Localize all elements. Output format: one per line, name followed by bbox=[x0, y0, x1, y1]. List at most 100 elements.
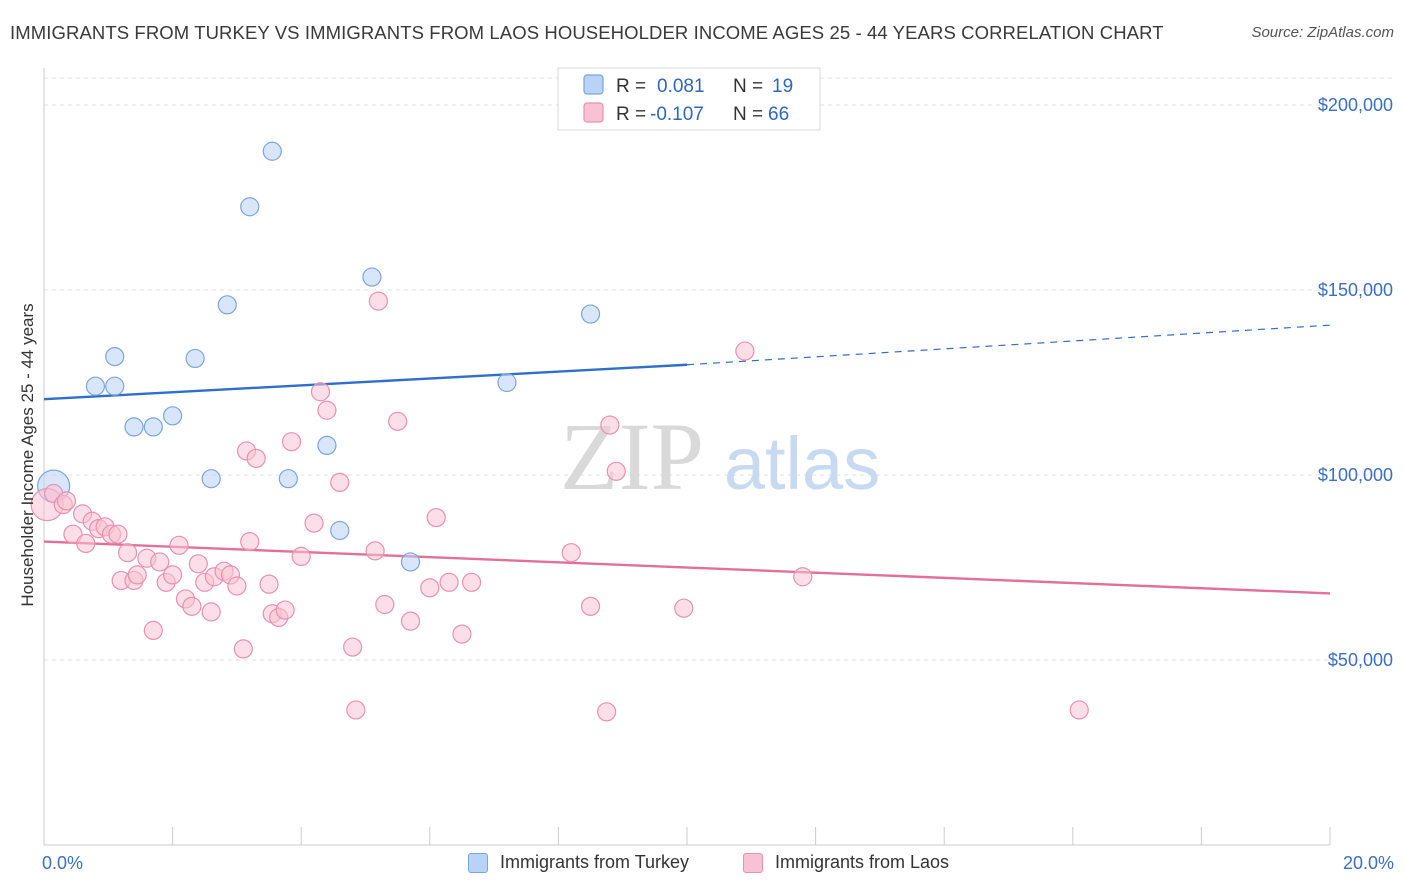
data-point-laos bbox=[452, 624, 472, 644]
legend-n-value-laos: 66 bbox=[768, 104, 789, 125]
data-point-laos bbox=[169, 535, 189, 555]
data-point-turkey bbox=[240, 197, 260, 217]
watermark: ZIP atlas bbox=[560, 403, 880, 510]
data-point-laos bbox=[365, 541, 385, 561]
data-point-laos bbox=[343, 637, 363, 657]
data-point-turkey bbox=[124, 417, 144, 437]
data-point-laos bbox=[606, 461, 626, 481]
data-point-laos bbox=[188, 554, 208, 574]
data-point-turkey bbox=[400, 552, 421, 572]
data-point-turkey bbox=[163, 406, 183, 426]
legend-item-turkey: Immigrants from Turkey bbox=[468, 852, 689, 873]
legend-swatch-laos bbox=[583, 102, 604, 123]
data-point-laos bbox=[388, 411, 408, 431]
legend-swatch-laos-bottom bbox=[743, 852, 763, 873]
data-point-laos bbox=[400, 611, 421, 631]
data-point-laos bbox=[317, 400, 337, 420]
data-point-laos bbox=[63, 524, 83, 544]
data-point-laos bbox=[240, 531, 260, 552]
y-tick-label: $200,000 bbox=[1318, 95, 1393, 115]
data-point-laos bbox=[246, 448, 266, 468]
data-point-turkey bbox=[317, 435, 337, 455]
data-point-laos bbox=[281, 432, 302, 452]
legend-r-value-laos: -0.107 bbox=[650, 104, 704, 125]
data-point-laos bbox=[375, 594, 395, 615]
legend-item-laos: Immigrants from Laos bbox=[743, 852, 949, 873]
data-point-turkey bbox=[105, 376, 125, 396]
grid-lines bbox=[44, 77, 1395, 661]
legend-label-laos: Immigrants from Laos bbox=[775, 852, 950, 872]
data-point-laos bbox=[56, 491, 77, 511]
data-point-turkey bbox=[185, 348, 205, 369]
legend-label-turkey: Immigrants from Turkey bbox=[500, 852, 690, 872]
data-point-laos bbox=[600, 415, 620, 435]
watermark-atlas: atlas bbox=[724, 422, 880, 505]
data-point-laos bbox=[368, 291, 388, 311]
data-point-laos bbox=[426, 507, 446, 528]
trend-line-laos bbox=[43, 540, 1331, 595]
data-point-turkey bbox=[497, 372, 517, 393]
data-point-laos bbox=[439, 572, 459, 592]
data-point-laos bbox=[127, 565, 147, 585]
data-point-turkey bbox=[217, 295, 237, 315]
data-point-laos bbox=[561, 543, 581, 563]
data-point-laos bbox=[674, 598, 694, 618]
legend-r-value-turkey: 0.081 bbox=[657, 76, 705, 97]
data-point-laos bbox=[76, 533, 96, 554]
data-point-laos bbox=[461, 572, 482, 592]
legend-n-label-turkey: N = bbox=[733, 76, 763, 97]
data-point-turkey bbox=[201, 469, 221, 489]
data-point-laos bbox=[182, 596, 202, 616]
data-point-turkey bbox=[362, 267, 382, 287]
y-axis-label: Householder Income Ages 25 - 44 years bbox=[18, 303, 37, 606]
legend-r-label-turkey: R = bbox=[616, 76, 646, 97]
source-credit: Source: ZipAtlas.com bbox=[1251, 24, 1394, 41]
data-point-laos bbox=[597, 702, 617, 722]
data-point-laos bbox=[346, 700, 366, 720]
data-point-laos bbox=[1069, 700, 1089, 720]
trend-lines bbox=[43, 324, 1331, 595]
data-point-laos bbox=[150, 552, 170, 572]
legend-n-value-turkey: 19 bbox=[772, 76, 793, 97]
data-point-laos bbox=[143, 620, 163, 641]
data-point-turkey bbox=[580, 304, 601, 324]
trend-line-turkey bbox=[43, 363, 688, 401]
legend-swatch-turkey bbox=[583, 74, 604, 95]
legend-n-label-laos: N = bbox=[733, 104, 763, 125]
data-point-laos bbox=[304, 513, 324, 533]
y-tick-label: $50,000 bbox=[1328, 650, 1393, 670]
data-points bbox=[30, 141, 1089, 722]
data-point-turkey bbox=[330, 520, 350, 541]
series-legend: Immigrants from Turkey Immigrants from L… bbox=[0, 852, 1406, 878]
y-tick-label: $150,000 bbox=[1318, 280, 1393, 300]
data-point-turkey bbox=[85, 376, 106, 396]
data-point-laos bbox=[227, 576, 247, 596]
data-point-laos bbox=[291, 546, 311, 567]
legend-swatch-turkey-bottom bbox=[468, 852, 488, 873]
correlation-legend: R = 0.081 N = 19 R = -0.107 N = 66 bbox=[557, 67, 821, 131]
watermark-zip: ZIP bbox=[560, 403, 704, 510]
legend-r-label-laos: R = bbox=[616, 104, 646, 125]
x-tick-label-end: 20.0% bbox=[1343, 853, 1394, 873]
data-point-turkey bbox=[278, 469, 298, 489]
data-point-laos bbox=[233, 639, 253, 659]
data-point-turkey bbox=[105, 347, 125, 367]
data-point-laos bbox=[580, 596, 601, 616]
data-point-laos bbox=[108, 524, 128, 544]
data-point-laos bbox=[275, 600, 295, 620]
trend-line-extension-turkey bbox=[686, 324, 1331, 366]
chart-title: IMMIGRANTS FROM TURKEY VS IMMIGRANTS FRO… bbox=[10, 22, 1164, 43]
axes: $50,000 $100,000 $150,000 $200,000 0.0% 20.0% bbox=[42, 68, 1394, 873]
data-point-laos bbox=[117, 543, 138, 563]
x-tick-label-start: 0.0% bbox=[42, 853, 83, 873]
data-point-laos bbox=[201, 602, 221, 622]
data-point-laos bbox=[420, 578, 440, 598]
data-point-laos bbox=[310, 382, 331, 402]
data-point-laos bbox=[735, 341, 755, 361]
y-tick-label: $100,000 bbox=[1318, 465, 1393, 485]
data-point-laos bbox=[793, 567, 813, 587]
data-point-laos bbox=[330, 472, 350, 492]
data-point-turkey bbox=[262, 141, 282, 161]
data-point-laos bbox=[259, 574, 279, 594]
